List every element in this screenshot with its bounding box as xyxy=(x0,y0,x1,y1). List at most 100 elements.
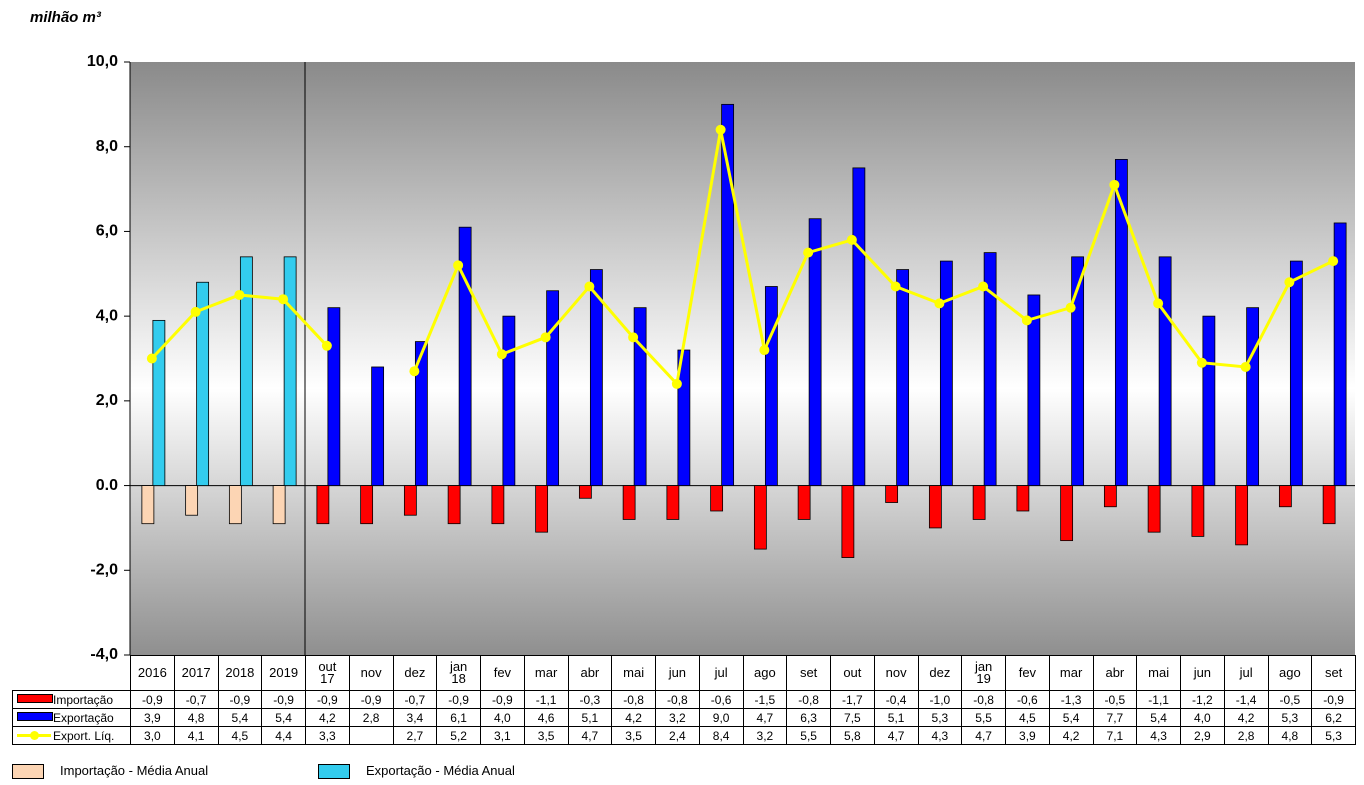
table-value: -0,7 xyxy=(392,690,438,709)
x-tick-label: dez xyxy=(917,655,963,691)
y-tick-label: 10,0 xyxy=(87,53,118,70)
x-tick-label: abr xyxy=(567,655,613,691)
table-value: 2,8 xyxy=(348,708,394,727)
table-value: 5,4 xyxy=(1136,708,1181,727)
x-tick-label: mar xyxy=(1048,655,1094,691)
x-tick-label: 2018 xyxy=(217,655,263,691)
point xyxy=(409,366,420,377)
table-value: 3,2 xyxy=(742,726,788,745)
bar xyxy=(1103,485,1117,508)
point xyxy=(496,349,507,360)
table-value: 9,0 xyxy=(698,708,744,727)
table-value: 4,4 xyxy=(261,726,306,745)
table-value: -0,9 xyxy=(217,690,263,709)
legend-entry: Export. Líq. xyxy=(12,726,131,745)
table-value: 3,5 xyxy=(523,726,569,745)
legend-entry: Exportação - Média Anual xyxy=(366,763,515,778)
table-value: -0,9 xyxy=(436,690,481,709)
legend-swatch xyxy=(17,694,53,703)
point xyxy=(1284,277,1295,288)
bar xyxy=(1289,260,1303,486)
point xyxy=(540,332,551,343)
bar xyxy=(141,485,155,525)
bar xyxy=(371,366,385,486)
bar xyxy=(458,226,472,486)
table-value: 4,0 xyxy=(1180,708,1225,727)
table-value: 4,2 xyxy=(305,708,350,727)
point xyxy=(1240,361,1251,372)
table-value: -1,3 xyxy=(1048,690,1094,709)
x-tick-label: out 17 xyxy=(305,655,350,691)
point xyxy=(628,332,639,343)
bar xyxy=(1246,307,1260,486)
x-tick-label: jan 18 xyxy=(436,655,481,691)
table-value: -0,8 xyxy=(655,690,700,709)
y-tick-label: 8,0 xyxy=(96,138,118,155)
table-value: 5,3 xyxy=(1267,708,1313,727)
table-value: 5,4 xyxy=(261,708,306,727)
table-value: 2,7 xyxy=(392,726,438,745)
table-value: -0,3 xyxy=(567,690,613,709)
bar xyxy=(841,485,855,558)
table-value: 3,9 xyxy=(130,708,175,727)
bar xyxy=(753,485,767,550)
table-value: 5,5 xyxy=(961,708,1006,727)
table-value: 4,0 xyxy=(480,708,525,727)
y-tick-label: 0.0 xyxy=(96,477,118,494)
point xyxy=(759,345,770,356)
bar xyxy=(414,341,428,486)
bar xyxy=(546,290,560,486)
legend-swatch xyxy=(17,712,53,721)
legend-entry: Exportação xyxy=(12,708,131,727)
x-tick-label: abr xyxy=(1092,655,1138,691)
bar xyxy=(283,256,297,486)
bar xyxy=(578,485,592,499)
table-value: 7,5 xyxy=(830,708,875,727)
x-tick-label: 2016 xyxy=(130,655,175,691)
table-value: -0,9 xyxy=(261,690,306,709)
table-value: 3,4 xyxy=(392,708,438,727)
point xyxy=(190,306,201,317)
bar xyxy=(928,485,942,529)
point xyxy=(278,294,289,305)
table-value: -0,9 xyxy=(1311,690,1356,709)
bar xyxy=(502,315,516,486)
table-value: 5,1 xyxy=(873,708,919,727)
table-value: 4,5 xyxy=(217,726,263,745)
bar xyxy=(939,260,953,486)
table-value: 3,2 xyxy=(655,708,700,727)
x-tick-label: nov xyxy=(348,655,394,691)
point xyxy=(146,353,157,364)
bar xyxy=(1158,256,1172,486)
point xyxy=(803,247,814,258)
bar xyxy=(896,269,910,486)
point xyxy=(934,298,945,309)
point xyxy=(846,234,857,245)
table-value: 4,2 xyxy=(1048,726,1094,745)
axis-title: milhão m³ xyxy=(30,9,102,26)
bar xyxy=(272,485,286,525)
x-tick-label: fev xyxy=(1005,655,1050,691)
bar xyxy=(983,252,997,486)
table-value: -0,5 xyxy=(1092,690,1138,709)
bar xyxy=(491,485,505,525)
bar xyxy=(228,485,242,525)
x-tick-label: jun xyxy=(1180,655,1225,691)
table-value: -1,5 xyxy=(742,690,788,709)
x-tick-label: set xyxy=(1311,655,1356,691)
bar xyxy=(852,167,866,486)
table-value: 7,1 xyxy=(1092,726,1138,745)
point xyxy=(1196,357,1207,368)
x-tick-label: jul xyxy=(698,655,744,691)
bar xyxy=(1191,485,1205,537)
bar xyxy=(633,307,647,486)
bar xyxy=(1202,315,1216,486)
table-value: -0,9 xyxy=(480,690,525,709)
bar xyxy=(152,319,166,486)
table-value: 3,3 xyxy=(305,726,350,745)
bar xyxy=(1114,159,1128,486)
bar xyxy=(797,485,811,520)
x-tick-label: nov xyxy=(873,655,919,691)
y-tick-label: -2,0 xyxy=(90,562,118,579)
x-tick-label: ago xyxy=(1267,655,1313,691)
